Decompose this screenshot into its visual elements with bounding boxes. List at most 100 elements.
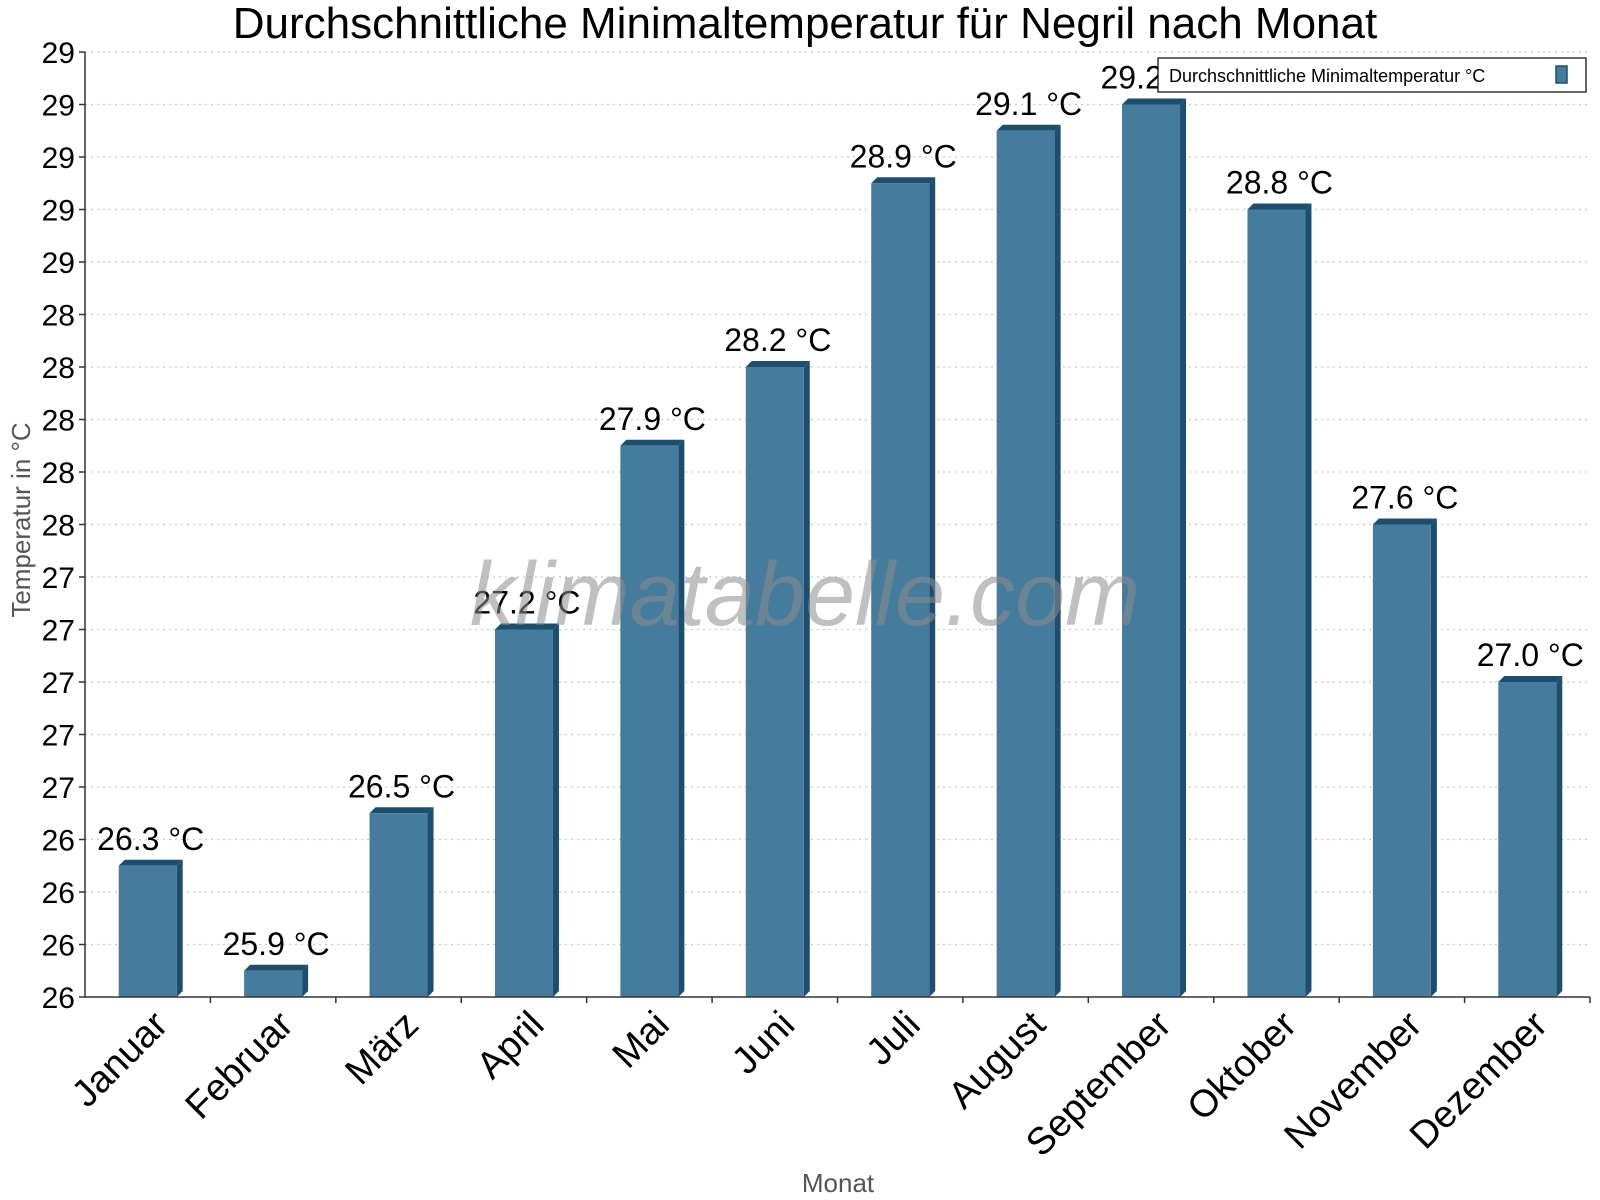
data-label: 28.8 °C bbox=[1226, 165, 1333, 201]
y-tick-label: 29 bbox=[42, 37, 75, 70]
bar-april bbox=[494, 623, 559, 997]
bar-top bbox=[620, 439, 685, 446]
bar-front bbox=[871, 183, 930, 997]
bar-front bbox=[745, 367, 804, 997]
bar-side bbox=[803, 361, 810, 997]
data-label: 26.3 °C bbox=[97, 821, 204, 857]
bar-side bbox=[678, 439, 685, 997]
y-tick-label: 29 bbox=[42, 142, 75, 175]
y-tick-label: 27 bbox=[42, 562, 75, 595]
y-tick-label: 28 bbox=[42, 405, 75, 438]
bar-side bbox=[552, 623, 559, 997]
y-tick-label: 29 bbox=[42, 247, 75, 280]
x-tick-label: Dezember bbox=[1402, 1003, 1556, 1157]
y-tick-label: 27 bbox=[42, 667, 75, 700]
bar-side bbox=[929, 177, 936, 997]
bar-side bbox=[1430, 518, 1437, 997]
bars bbox=[118, 98, 1563, 997]
data-label: 27.9 °C bbox=[599, 401, 706, 437]
bar-front bbox=[369, 813, 428, 997]
y-tick-label: 28 bbox=[42, 510, 75, 543]
bar-front bbox=[996, 130, 1055, 997]
bar-side bbox=[1180, 98, 1187, 997]
y-tick-label: 28 bbox=[42, 352, 75, 385]
bar-side bbox=[427, 807, 434, 997]
bar-top bbox=[369, 807, 434, 814]
grid-lines bbox=[85, 51, 1590, 946]
x-tick-label: Februar bbox=[178, 1003, 302, 1127]
legend: Durchschnittliche Minimaltemperatur °C bbox=[1157, 57, 1587, 93]
bar-august bbox=[996, 124, 1061, 997]
watermark-text: klimatabelle.com bbox=[470, 545, 1140, 645]
legend-box bbox=[1157, 57, 1587, 93]
data-label: 27.0 °C bbox=[1477, 637, 1584, 673]
y-tick-label: 26 bbox=[42, 982, 75, 1015]
bar-side bbox=[1556, 676, 1563, 997]
y-tick-label: 27 bbox=[42, 720, 75, 753]
y-axis-ticks: 26 26 26 26 27 27 27 27 27 28 28 28 28 28 29 29 29 29 29 bbox=[42, 37, 85, 1015]
bar-front bbox=[244, 970, 303, 997]
y-tick-label: 26 bbox=[42, 930, 75, 963]
bar-top bbox=[118, 859, 183, 866]
y-axis-label: Temperatur in °C bbox=[6, 422, 36, 617]
bar-märz bbox=[369, 807, 434, 997]
x-tick-label: Januar bbox=[64, 1003, 176, 1115]
bar-top bbox=[1372, 518, 1437, 525]
bar-oktober bbox=[1247, 203, 1312, 997]
data-label: 28.2 °C bbox=[724, 322, 831, 358]
bar-front bbox=[620, 445, 679, 997]
y-tick-label: 29 bbox=[42, 195, 75, 228]
x-tick-label: Oktober bbox=[1180, 1003, 1306, 1129]
bar-september bbox=[1122, 98, 1187, 997]
legend-swatch bbox=[1555, 65, 1568, 84]
data-label: 26.5 °C bbox=[348, 768, 455, 804]
x-tick-label: März bbox=[337, 1004, 426, 1093]
bar-side bbox=[1305, 203, 1312, 997]
x-tick-label: August bbox=[941, 1003, 1055, 1117]
bar-top bbox=[1247, 203, 1312, 210]
bar-front bbox=[1498, 682, 1557, 997]
x-axis-ticks: Januar Februar März April Mai Juni Juli AugustS… bbox=[64, 997, 1591, 1165]
data-labels: 26.3 °C 25.9 °C 26.5 °C 27.2 °C 27.9 °C 28.2 … bbox=[97, 60, 1584, 962]
y-tick-label: 27 bbox=[42, 615, 75, 648]
x-tick-label: April bbox=[469, 1004, 552, 1087]
y-tick-label: 28 bbox=[42, 300, 75, 333]
bar-juli bbox=[871, 177, 936, 997]
bar-front bbox=[1122, 104, 1181, 997]
x-tick-label: Mai bbox=[605, 1004, 678, 1077]
data-label: 29.1 °C bbox=[975, 86, 1082, 122]
data-label: 27.6 °C bbox=[1351, 480, 1458, 516]
x-tick-label: Juni bbox=[724, 1004, 803, 1083]
bar-dezember bbox=[1498, 676, 1563, 997]
bar-front bbox=[118, 865, 177, 997]
y-tick-label: 26 bbox=[42, 877, 75, 910]
bar-side bbox=[1054, 124, 1061, 997]
bar-top bbox=[244, 964, 309, 971]
bar-front bbox=[1247, 209, 1306, 997]
x-axis-label: Monat bbox=[802, 1168, 875, 1198]
bar-top bbox=[494, 623, 559, 630]
bar-februar bbox=[244, 964, 309, 997]
bar-januar bbox=[118, 859, 183, 997]
bar-top bbox=[996, 124, 1061, 131]
y-tick-label: 26 bbox=[42, 825, 75, 858]
bar-top bbox=[1498, 676, 1563, 682]
x-tick-label: Juli bbox=[859, 1004, 929, 1074]
y-tick-label: 27 bbox=[42, 772, 75, 805]
bar-november bbox=[1372, 518, 1437, 997]
bar-top bbox=[871, 177, 936, 184]
bar-side bbox=[176, 859, 183, 997]
data-label: 27.2 °C bbox=[473, 585, 580, 621]
bar-top bbox=[1122, 98, 1187, 105]
bar-side bbox=[302, 964, 309, 997]
y-tick-label: 29 bbox=[42, 90, 75, 123]
bar-front bbox=[494, 629, 553, 997]
bar-mai bbox=[620, 439, 685, 997]
data-label: 25.9 °C bbox=[223, 926, 330, 962]
bar-juni bbox=[745, 361, 810, 997]
bar-front bbox=[1372, 524, 1431, 997]
y-tick-label: 28 bbox=[42, 457, 75, 490]
data-label: 28.9 °C bbox=[850, 138, 957, 174]
bar-top bbox=[745, 361, 810, 367]
